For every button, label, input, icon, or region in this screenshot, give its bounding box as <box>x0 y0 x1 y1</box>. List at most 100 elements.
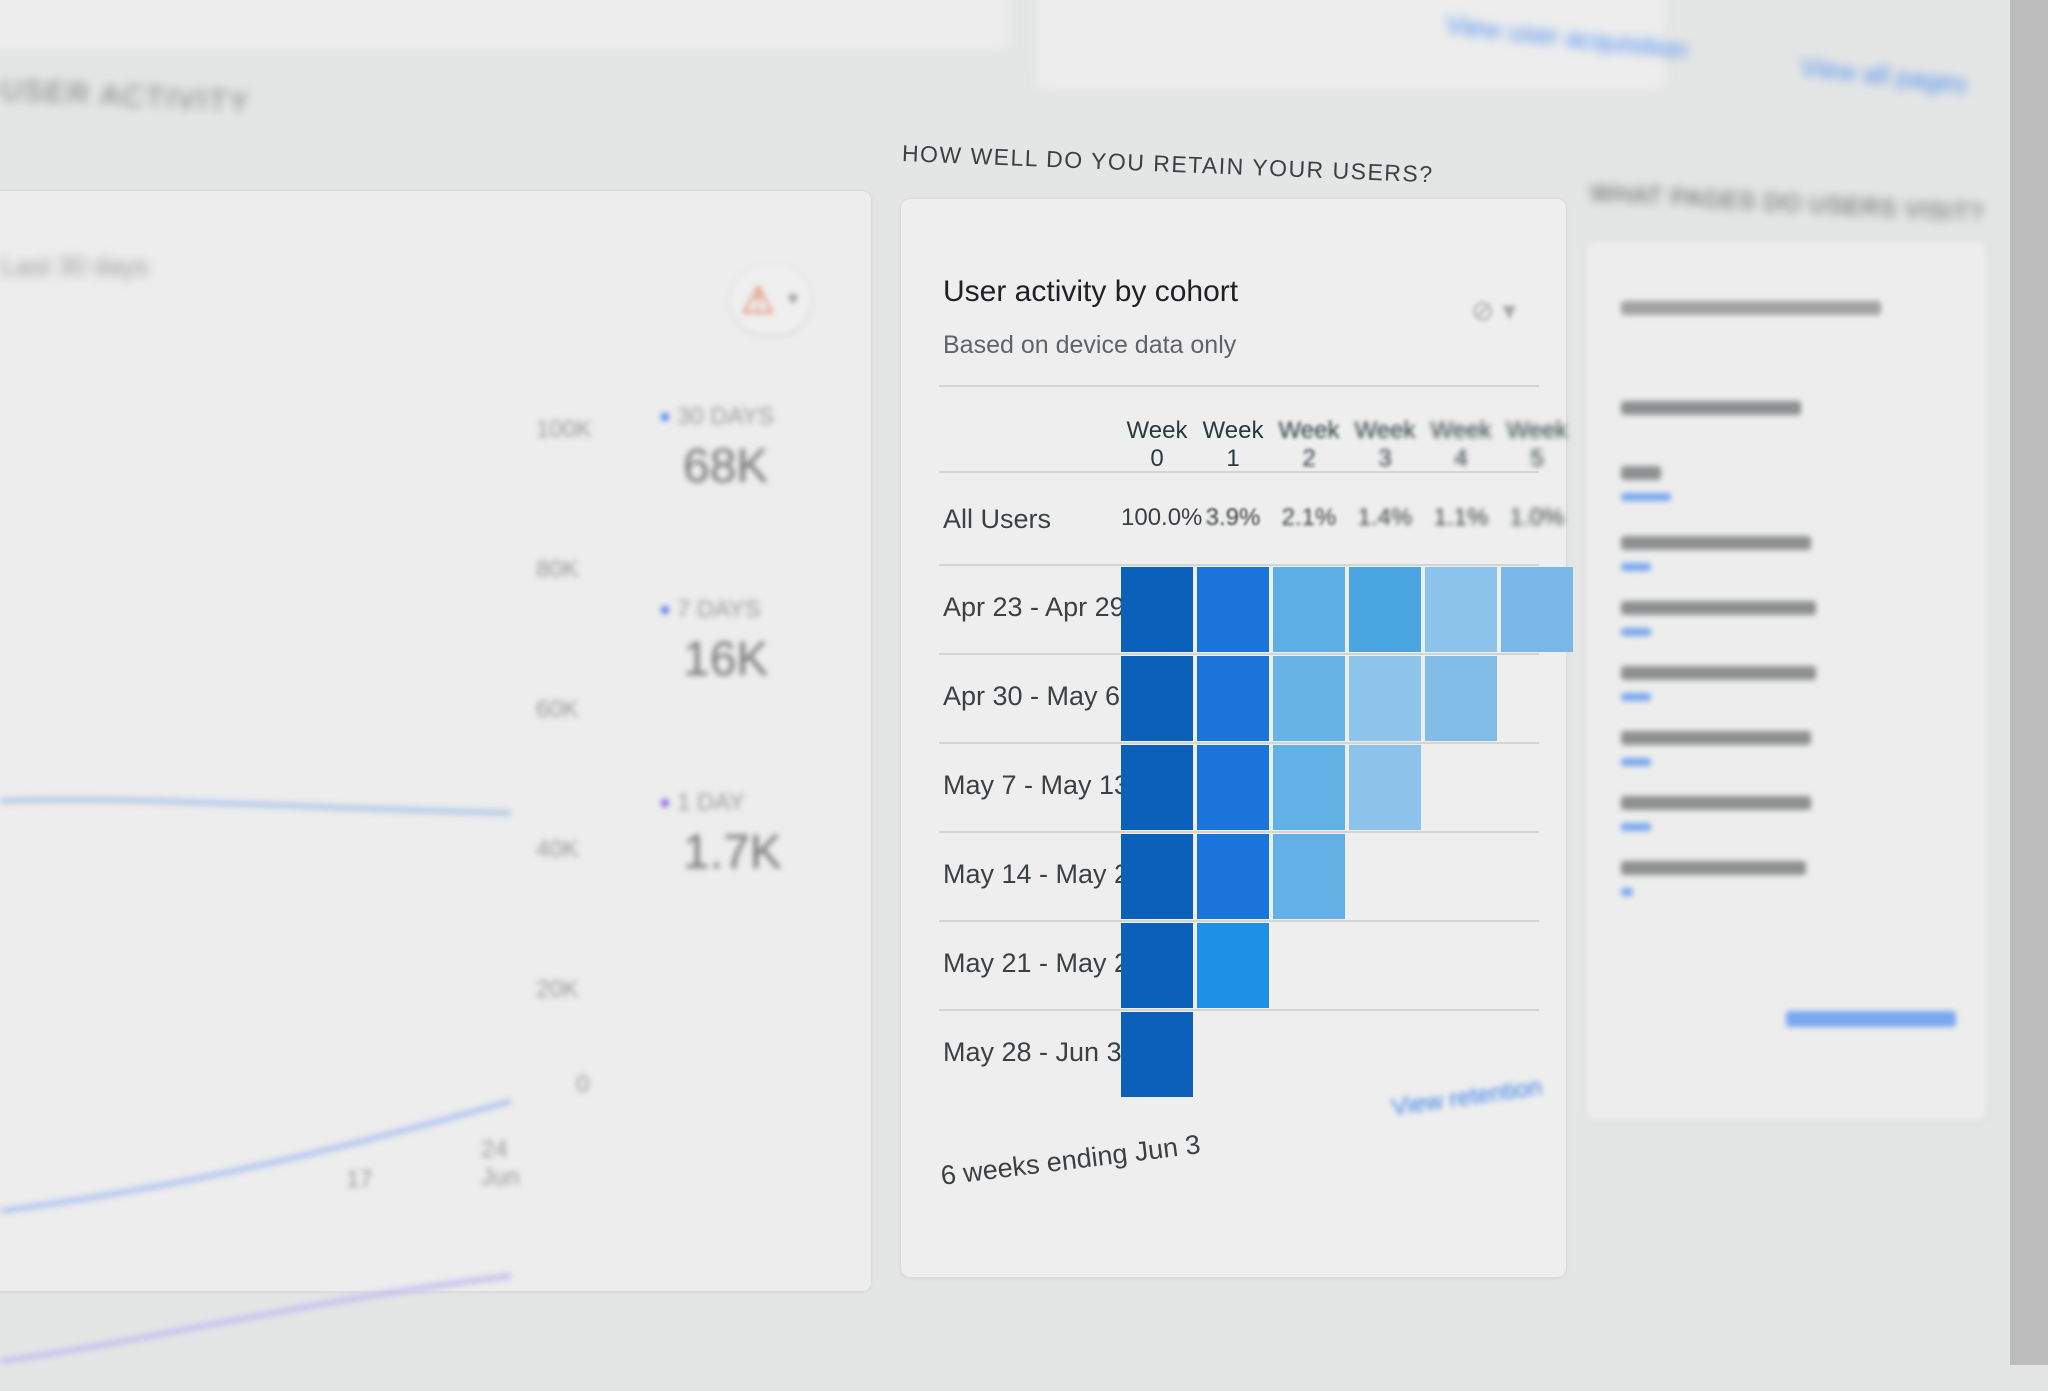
cohort-cell[interactable] <box>1121 745 1193 830</box>
line-30-days <box>1 796 512 816</box>
divider <box>939 653 1539 655</box>
cohort-cell[interactable] <box>1197 656 1269 741</box>
cohort-cell[interactable] <box>1197 923 1269 1008</box>
top-mid-card <box>1035 0 1667 92</box>
legend-7-days: 7 DAYS 16K <box>661 596 768 687</box>
left-section-heading: USER ACTIVITY <box>0 73 252 120</box>
list-item-bar <box>1621 693 1651 701</box>
cohort-card: User activity by cohort Based on device … <box>900 198 1573 1278</box>
list-item[interactable] <box>1621 466 1661 480</box>
list-header <box>1621 401 1801 415</box>
monitor-bezel <box>2010 0 2048 1365</box>
cohort-row-label: Apr 23 - Apr 29 <box>943 592 1125 622</box>
y-tick: 0 <box>576 1071 590 1098</box>
divider <box>939 385 1539 387</box>
list-item-bar <box>1621 758 1651 766</box>
cohort-cell[interactable] <box>1121 834 1193 919</box>
week-header: Week 3 <box>1354 417 1416 472</box>
warning-icon: ⚠ <box>741 279 776 322</box>
left-card-subtitle: Last 30 days <box>1 251 149 281</box>
cohort-cell[interactable] <box>1425 656 1497 741</box>
line-7-days <box>1 1098 512 1214</box>
view-all-pages-link[interactable]: View all pages <box>1798 51 1969 99</box>
y-tick: 20K <box>536 976 579 1003</box>
legend-dot-icon <box>661 799 669 807</box>
week-header: Week 2 <box>1278 417 1340 472</box>
list-item-bar <box>1621 563 1651 571</box>
list-item[interactable] <box>1621 666 1816 680</box>
cohort-row-label: May 21 - May 27 <box>943 948 1145 978</box>
week-header: Week 5 <box>1506 417 1568 472</box>
right-section-heading: WHAT PAGES DO USERS VISIT? <box>1589 179 1985 228</box>
cohort-cell[interactable] <box>1197 567 1269 652</box>
legend-value: 1.7K <box>683 826 782 879</box>
cohort-cell[interactable] <box>1273 656 1345 741</box>
legend-label: 7 DAYS <box>677 596 761 623</box>
legend-30-days: 30 DAYS 68K <box>661 403 774 494</box>
divider <box>939 742 1539 744</box>
all-users-value: 100.0% <box>1121 504 1203 531</box>
x-tick: 24 Jun <box>481 1136 520 1191</box>
cohort-row-label: May 14 - May 20 <box>943 859 1145 889</box>
cohort-cell[interactable] <box>1349 745 1421 830</box>
y-tick: 60K <box>536 696 579 723</box>
all-users-value: 1.4% <box>1357 504 1413 531</box>
activity-line-chart <box>1 796 512 1364</box>
cohort-subtitle: Based on device data only <box>943 331 1237 359</box>
user-activity-card: Last 30 days ⚠ ▼ 100K 80K 60K 40K 20K 0 … <box>0 190 872 1364</box>
legend-1-day: 1 DAY 1.7K <box>661 789 782 880</box>
card-options-button[interactable]: ⊘ ▾ <box>1471 295 1517 326</box>
cohort-cell[interactable] <box>1121 656 1193 741</box>
cohort-cell[interactable] <box>1273 745 1345 830</box>
divider <box>939 920 1539 922</box>
cohort-cell[interactable] <box>1273 834 1345 919</box>
list-item[interactable] <box>1621 536 1811 550</box>
list-item[interactable] <box>1621 861 1806 875</box>
list-item[interactable] <box>1621 731 1811 745</box>
pages-card <box>1585 240 1987 1122</box>
list-item-bar <box>1621 628 1651 636</box>
week-header: Week 1 <box>1202 417 1264 472</box>
view-pages-link[interactable] <box>1786 1011 1956 1027</box>
x-tick: 17 <box>346 1166 373 1193</box>
y-tick: 40K <box>536 836 579 863</box>
cohort-cell[interactable] <box>1349 656 1421 741</box>
caret-down-icon: ▼ <box>785 291 801 308</box>
cohort-cell[interactable] <box>1121 1012 1193 1097</box>
all-users-value: 1.0% <box>1509 504 1565 531</box>
cohort-cell[interactable] <box>1273 567 1345 652</box>
cohort-cell[interactable] <box>1501 567 1573 652</box>
cohort-cell[interactable] <box>1197 745 1269 830</box>
all-users-value: 1.1% <box>1433 504 1489 531</box>
cohort-row-label: May 7 - May 13 <box>943 770 1130 800</box>
legend-label: 1 DAY <box>677 789 745 816</box>
cohort-cell[interactable] <box>1197 834 1269 919</box>
list-item-bar <box>1621 493 1671 501</box>
retention-section-heading: HOW WELL DO YOU RETAIN YOUR USERS? <box>901 140 1435 188</box>
cohort-footer: 6 weeks ending Jun 3 <box>939 1129 1203 1191</box>
cohort-cell[interactable] <box>1121 923 1193 1008</box>
y-tick: 100K <box>536 416 593 443</box>
search-field[interactable] <box>1621 301 1881 315</box>
all-users-value: 3.9% <box>1205 504 1261 531</box>
cohort-title: User activity by cohort <box>943 275 1239 308</box>
list-item-bar <box>1621 823 1651 831</box>
warning-dropdown-button[interactable]: ⚠ ▼ <box>731 266 811 334</box>
divider <box>939 831 1539 833</box>
legend-label: 30 DAYS <box>677 403 774 430</box>
cohort-cell[interactable] <box>1121 567 1193 652</box>
divider <box>939 1009 1539 1011</box>
week-header: Week 4 <box>1430 417 1492 472</box>
list-item[interactable] <box>1621 601 1816 615</box>
week-header: Week 0 <box>1126 417 1188 472</box>
divider <box>939 564 1539 566</box>
legend-value: 16K <box>683 633 769 686</box>
legend-value: 68K <box>683 440 769 493</box>
list-item-bar <box>1621 888 1633 896</box>
all-users-value: 2.1% <box>1281 504 1337 531</box>
line-1-day <box>1 1273 512 1364</box>
cohort-cell[interactable] <box>1349 567 1421 652</box>
cohort-cell[interactable] <box>1425 567 1497 652</box>
list-item[interactable] <box>1621 796 1811 810</box>
view-retention-link[interactable]: View retention <box>1389 1073 1544 1122</box>
